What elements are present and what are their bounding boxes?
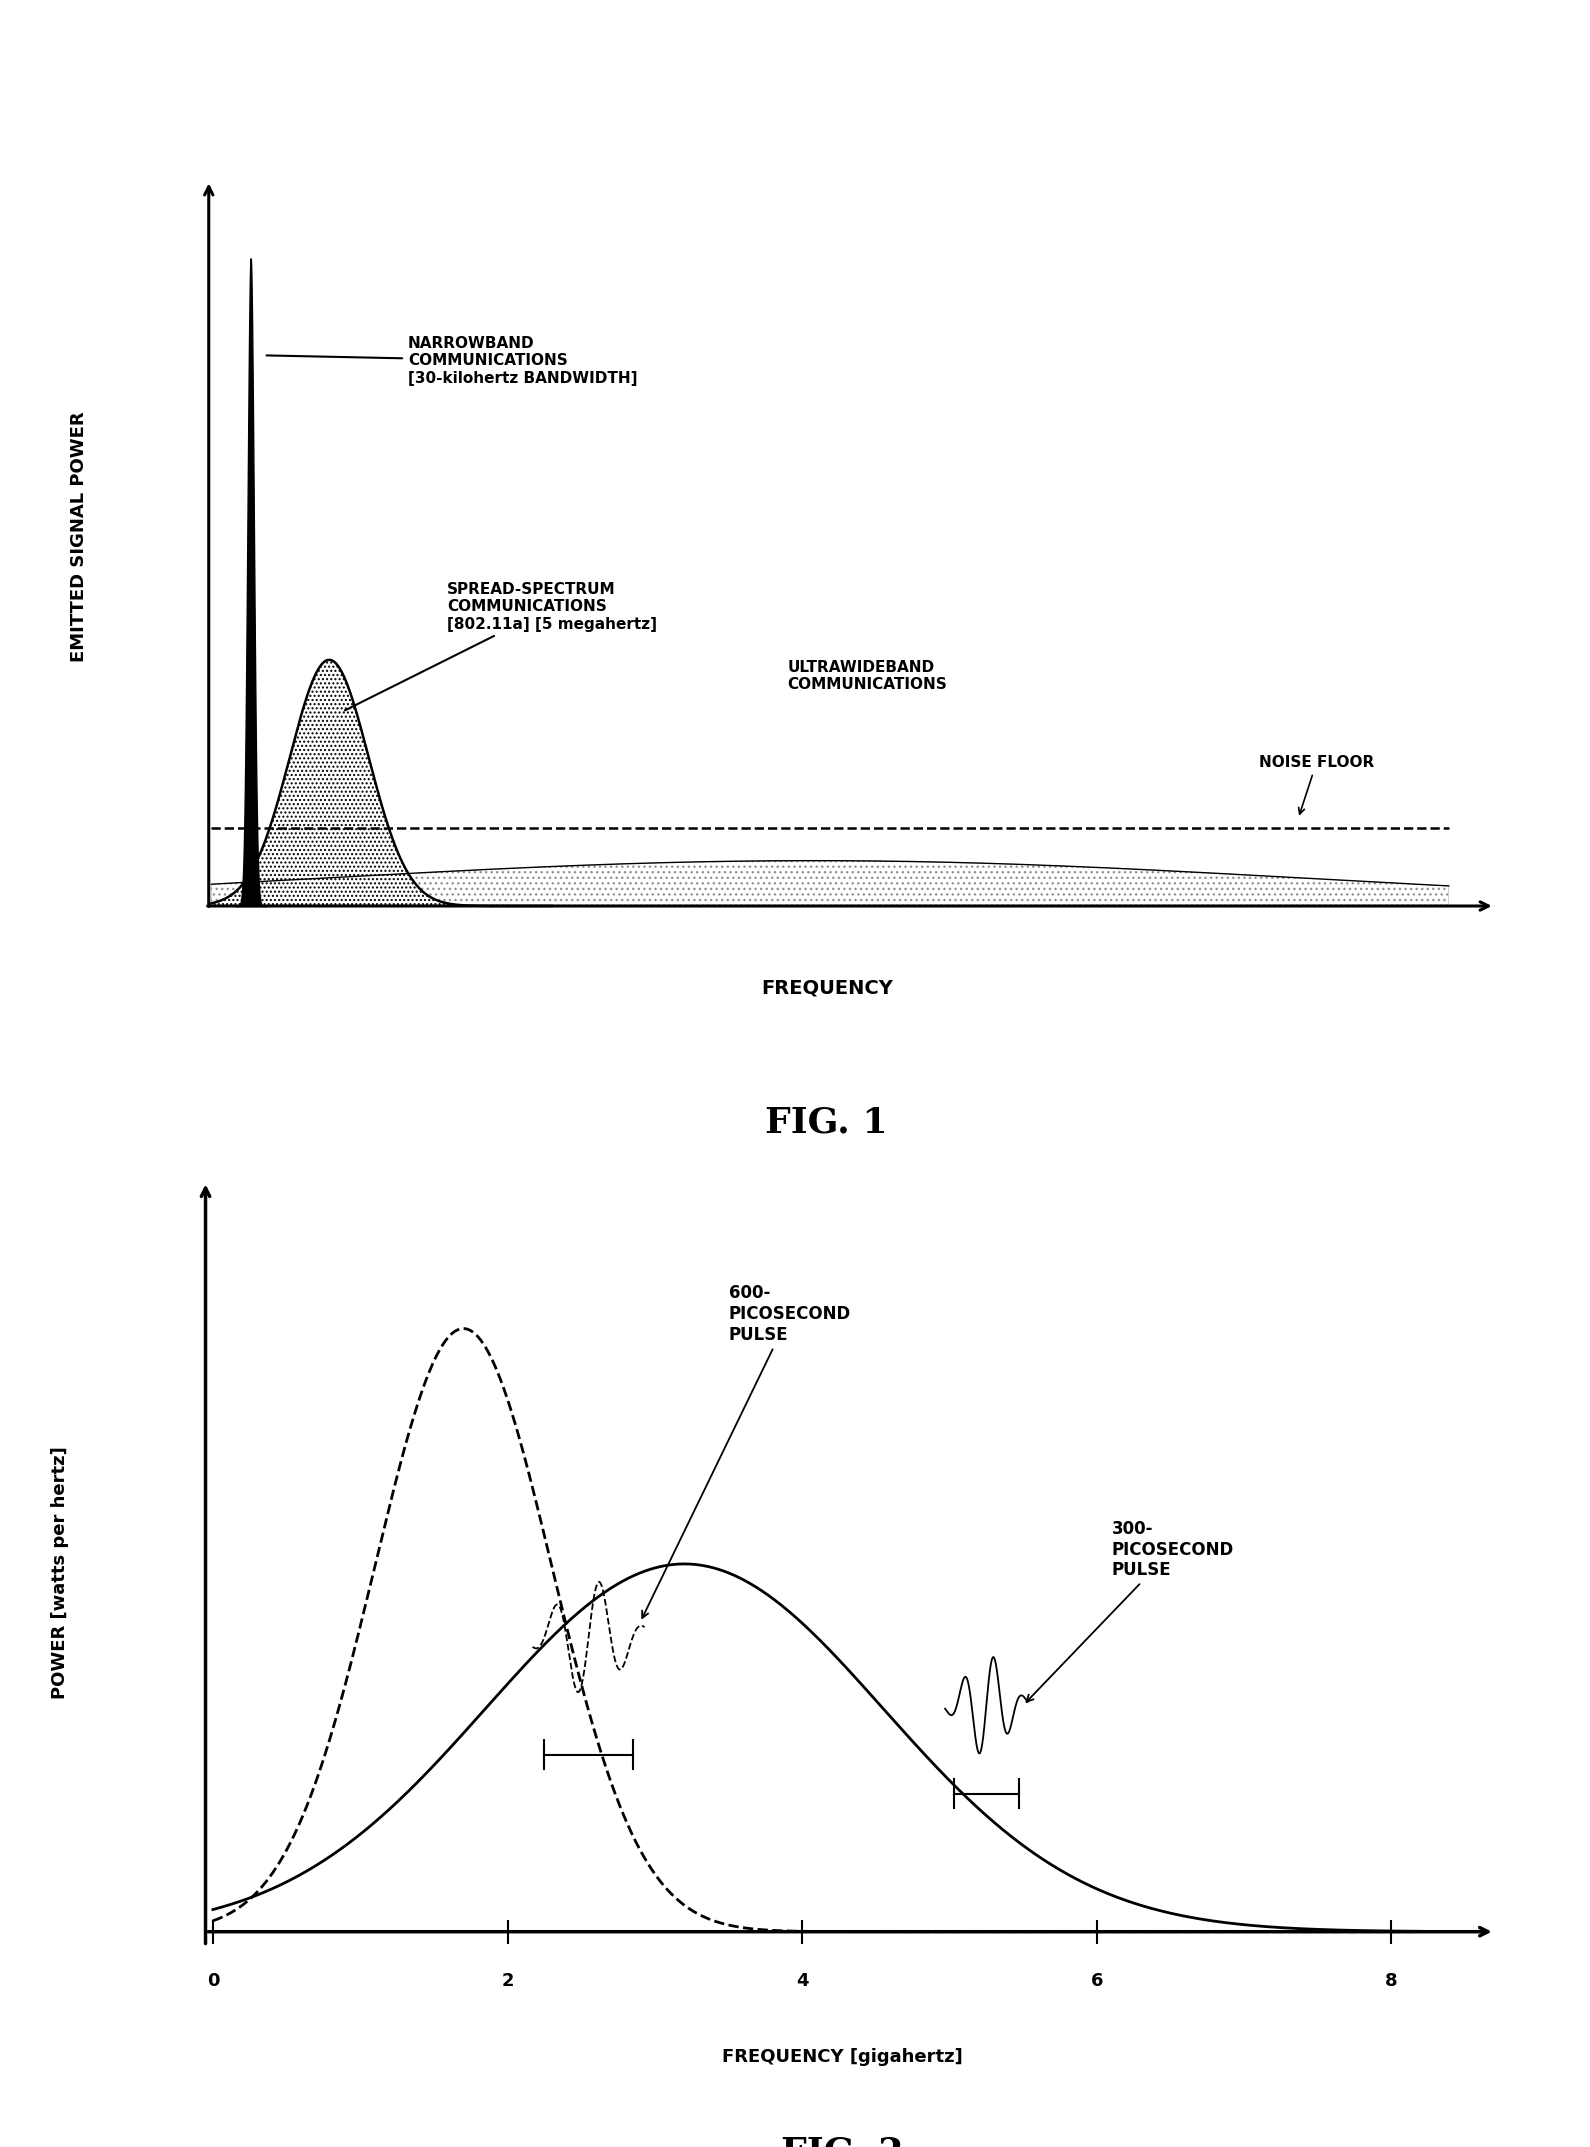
- Text: NOISE FLOOR: NOISE FLOOR: [1259, 756, 1374, 814]
- Text: EMITTED SIGNAL POWER: EMITTED SIGNAL POWER: [70, 412, 87, 661]
- Text: 0: 0: [207, 1973, 219, 1990]
- Text: 8: 8: [1385, 1973, 1398, 1990]
- Text: SPREAD-SPECTRUM
COMMUNICATIONS
[802.11a] [5 megahertz]: SPREAD-SPECTRUM COMMUNICATIONS [802.11a]…: [345, 582, 657, 711]
- Text: 2: 2: [501, 1973, 514, 1990]
- Text: ULTRAWIDEBAND
COMMUNICATIONS: ULTRAWIDEBAND COMMUNICATIONS: [787, 659, 948, 691]
- Text: 300-
PICOSECOND
PULSE: 300- PICOSECOND PULSE: [1027, 1520, 1234, 1703]
- Text: FIG. 1: FIG. 1: [765, 1106, 889, 1140]
- Text: 4: 4: [797, 1973, 808, 1990]
- Text: NARROWBAND
COMMUNICATIONS
[30-kilohertz BANDWIDTH]: NARROWBAND COMMUNICATIONS [30-kilohertz …: [267, 335, 638, 386]
- Text: 6: 6: [1091, 1973, 1103, 1990]
- Text: POWER [watts per hertz]: POWER [watts per hertz]: [51, 1447, 70, 1698]
- Text: FIG. 2: FIG. 2: [781, 2136, 905, 2147]
- Text: FREQUENCY: FREQUENCY: [762, 979, 892, 996]
- Text: FREQUENCY [gigahertz]: FREQUENCY [gigahertz]: [722, 2048, 964, 2065]
- Text: 600-
PICOSECOND
PULSE: 600- PICOSECOND PULSE: [642, 1284, 851, 1619]
